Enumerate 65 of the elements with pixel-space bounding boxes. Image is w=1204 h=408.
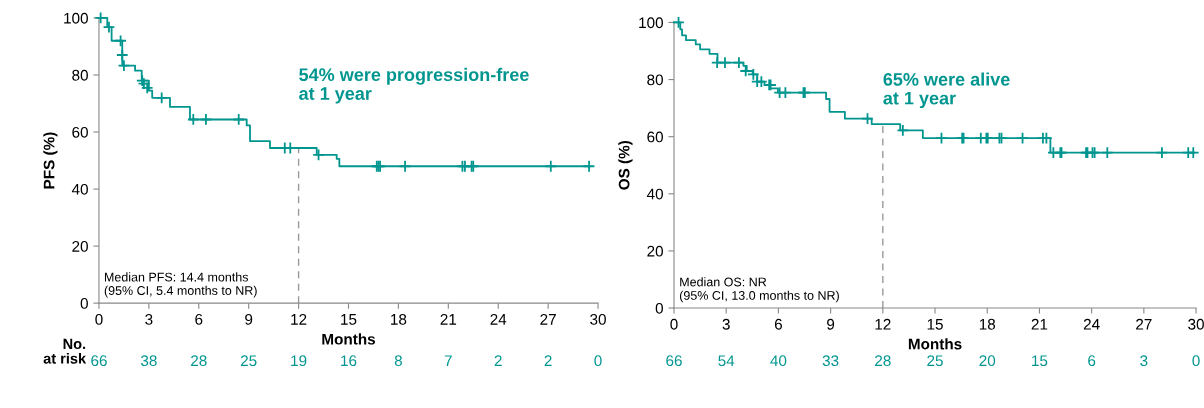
x-tick-label: 9 [245, 313, 253, 325]
y-axis-title: PFS (%) [43, 132, 58, 189]
x-tick-label: 12 [875, 318, 891, 330]
x-tick-label: 0 [670, 318, 678, 330]
text: 25 [927, 355, 943, 367]
x-axis-title: Months [908, 338, 962, 350]
annotation: 54% were progression-free at 1 year [299, 67, 529, 104]
x-tick-label: 21 [440, 313, 457, 325]
x-tick-label: 27 [1136, 318, 1152, 330]
text: 2 [544, 355, 552, 366]
y-tick-label: 40 [646, 188, 663, 200]
y-tick-label: 60 [72, 126, 88, 138]
text: 28 [191, 355, 207, 367]
y-axis-title: OS (%) [618, 140, 633, 190]
y-tick-label: 20 [647, 245, 663, 257]
x-tick-label: 18 [979, 318, 996, 330]
x-tick-label: 24 [490, 313, 507, 325]
x-tick-label: 12 [291, 313, 307, 325]
x-tick-label: 3 [145, 313, 153, 325]
text: 6 [1088, 355, 1096, 367]
x-tick-label: 27 [540, 313, 556, 325]
text: 3 [1140, 355, 1148, 367]
text: 40 [770, 355, 787, 367]
x-tick-label: 6 [195, 313, 203, 325]
text: 20 [979, 355, 996, 367]
text: 28 [875, 355, 891, 367]
y-tick-label: 80 [72, 69, 88, 81]
x-tick-label: 30 [590, 313, 606, 325]
y-tick-label: 0 [80, 298, 88, 309]
x-tick-label: 21 [1031, 318, 1048, 330]
x-tick-label: 15 [341, 314, 357, 325]
text: 7 [444, 355, 452, 366]
x-tick-label: 3 [722, 318, 730, 330]
text: 38 [140, 355, 157, 367]
y-tick-label: 60 [647, 131, 663, 143]
x-tick-label: 15 [927, 319, 943, 330]
y-tick-label: 100 [639, 17, 663, 29]
y-tick-label: 20 [72, 240, 88, 252]
text: 2 [494, 355, 502, 366]
x-tick-label: 0 [95, 313, 103, 325]
x-axis-title: Months [322, 333, 376, 345]
annotation: Median PFS: 14.4 months (95% CI, 5.4 months to NR) [104, 272, 257, 298]
text: 25 [240, 355, 257, 367]
text: 16 [341, 355, 357, 367]
text: 33 [822, 355, 839, 367]
text: 8 [394, 355, 402, 367]
text: 66 [666, 355, 682, 367]
y-tick-label: 80 [647, 74, 663, 86]
text: 0 [594, 355, 602, 367]
text: 19 [291, 355, 307, 367]
text: 15 [1032, 355, 1048, 367]
x-tick-label: 6 [774, 318, 782, 330]
text: 54 [718, 355, 735, 367]
text: 66 [91, 355, 107, 367]
annotation: 65% were alive at 1 year [883, 72, 1010, 109]
x-tick-label: 9 [827, 318, 835, 330]
y-tick-label: 0 [655, 302, 663, 314]
x-tick-label: 30 [1188, 318, 1204, 330]
y-tick-label: 40 [71, 183, 88, 195]
text: No. at risk [43, 338, 87, 364]
text: 0 [1192, 355, 1200, 367]
y-tick-label: 100 [64, 12, 88, 24]
annotation: Median OS: NR (95% CI, 13.0 months to NR) [680, 277, 839, 303]
x-tick-label: 24 [1083, 318, 1100, 330]
x-tick-label: 18 [391, 313, 407, 325]
